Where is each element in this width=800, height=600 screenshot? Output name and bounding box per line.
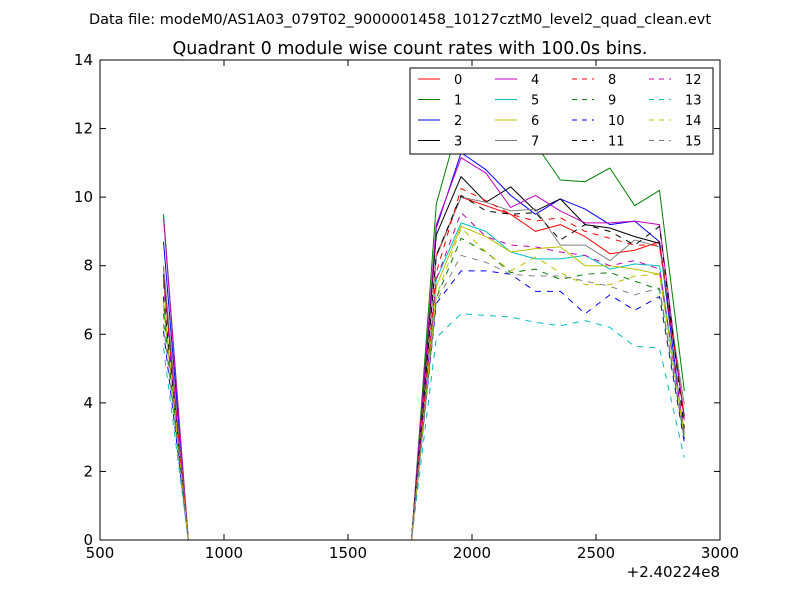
- legend-label-11: 11: [608, 135, 625, 150]
- x-offset-label: +2.40224e8: [627, 563, 720, 581]
- legend-label-15: 15: [685, 135, 702, 150]
- series-line-2: [163, 152, 685, 541]
- legend-label-0: 0: [454, 73, 462, 88]
- series-line-8: [163, 188, 685, 541]
- legend-label-14: 14: [685, 114, 702, 129]
- series-line-1: [163, 114, 685, 541]
- y-tick-label: 2: [83, 462, 93, 480]
- x-tick-label: 3000: [701, 544, 739, 562]
- plot-frame: [99, 59, 721, 541]
- legend-label-9: 9: [608, 94, 616, 109]
- legend-label-6: 6: [531, 114, 539, 129]
- chart-title: Quadrant 0 module wise count rates with …: [173, 39, 648, 59]
- y-tick-label: 14: [74, 51, 93, 69]
- series-line-3: [163, 176, 685, 541]
- x-tick-labels: 500 1000 1500 2000 2500 3000: [86, 544, 739, 562]
- y-tick-label: 6: [83, 325, 93, 343]
- x-tick-label: 1500: [329, 544, 367, 562]
- y-tick-label: 10: [74, 188, 93, 206]
- legend-box: [409, 67, 714, 155]
- x-tick-label: 500: [86, 544, 115, 562]
- y-tick-label: 12: [74, 120, 93, 138]
- series-line-13: [163, 313, 685, 541]
- legend-label-12: 12: [685, 73, 702, 88]
- legend-label-2: 2: [454, 114, 462, 129]
- y-tick-labels: 0 2 4 6 8 10 12 14: [74, 51, 93, 549]
- legend-label-13: 13: [685, 94, 702, 109]
- x-tick-label: 2500: [577, 544, 615, 562]
- x-tick-label: 2000: [453, 544, 491, 562]
- y-tick-label: 4: [83, 394, 93, 412]
- y-tick-label: 8: [83, 257, 93, 275]
- series-line-14: [163, 227, 685, 541]
- legend-label-1: 1: [454, 94, 462, 109]
- series-line-12: [163, 212, 685, 541]
- series-line-4: [163, 157, 685, 541]
- legend-label-8: 8: [608, 73, 616, 88]
- legend-label-3: 3: [454, 135, 462, 150]
- x-tick-label: 1000: [205, 544, 243, 562]
- y-tick-label: 0: [83, 531, 93, 549]
- series-line-11: [163, 194, 685, 541]
- series-layer: [163, 114, 685, 541]
- legend-label-10: 10: [608, 114, 625, 129]
- legend-label-5: 5: [531, 94, 539, 109]
- chart-suptitle: Data file: modeM0/AS1A03_079T02_90000014…: [89, 12, 711, 28]
- legend-label-4: 4: [531, 73, 539, 88]
- legend-label-7: 7: [531, 135, 539, 150]
